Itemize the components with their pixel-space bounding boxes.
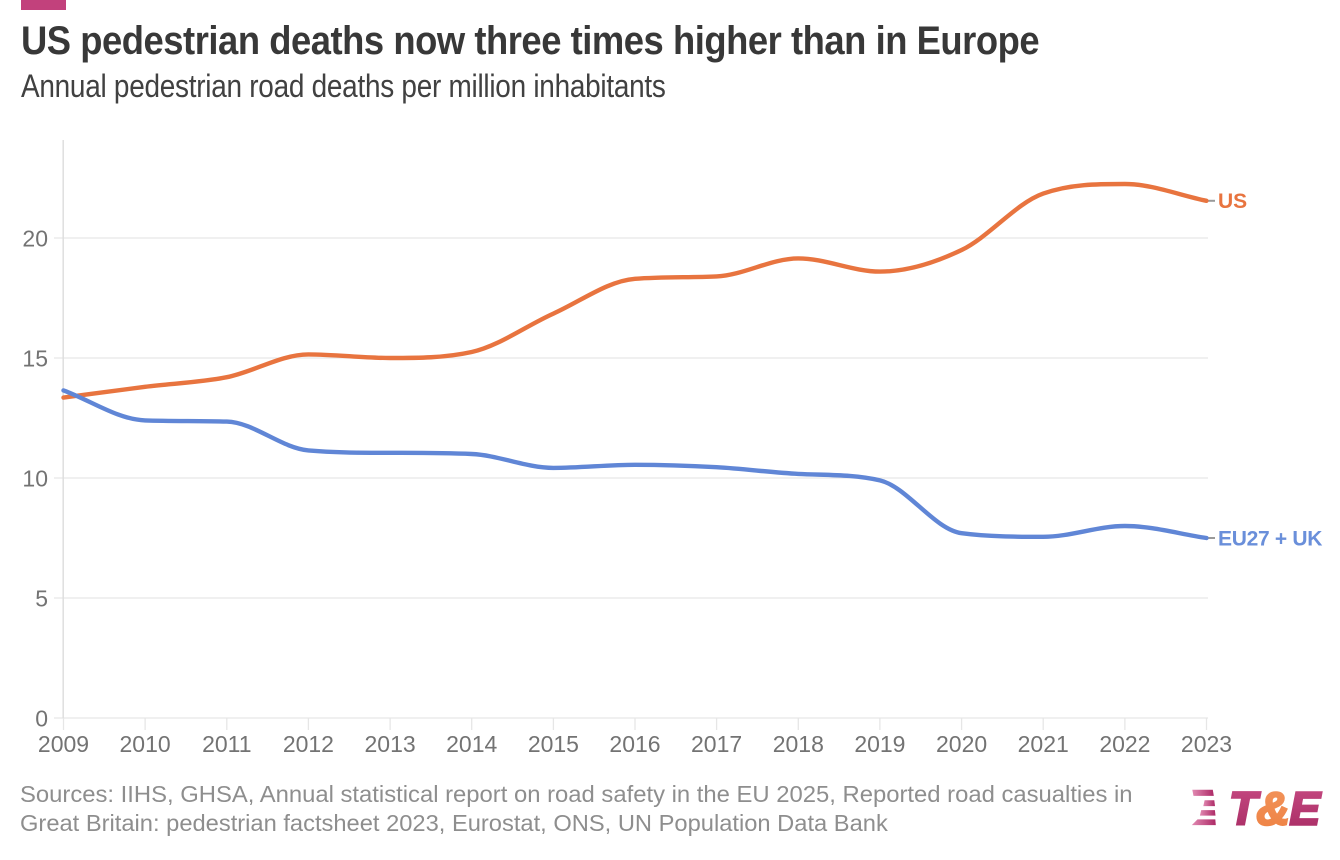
svg-text:2015: 2015: [528, 731, 579, 757]
svg-text:2014: 2014: [446, 731, 497, 757]
svg-text:20: 20: [22, 225, 48, 251]
svg-text:2013: 2013: [365, 731, 416, 757]
svg-text:&: &: [1257, 783, 1290, 835]
svg-text:0: 0: [35, 705, 48, 731]
svg-text:2012: 2012: [283, 731, 334, 757]
svg-text:2009: 2009: [38, 731, 89, 757]
svg-text:2011: 2011: [202, 731, 251, 757]
svg-text:2019: 2019: [854, 731, 905, 757]
svg-text:5: 5: [35, 585, 48, 611]
svg-text:2017: 2017: [691, 731, 742, 757]
svg-text:2018: 2018: [773, 731, 824, 757]
svg-text:US: US: [1218, 190, 1247, 213]
svg-text:2021: 2021: [1018, 731, 1069, 757]
svg-text:EU27 + UK: EU27 + UK: [1218, 528, 1322, 551]
svg-text:15: 15: [22, 345, 48, 371]
svg-text:E: E: [1290, 783, 1322, 835]
svg-text:10: 10: [22, 465, 48, 491]
svg-text:2022: 2022: [1099, 731, 1150, 757]
svg-text:2010: 2010: [120, 731, 171, 757]
svg-text:2016: 2016: [609, 731, 660, 757]
svg-text:T: T: [1229, 783, 1261, 835]
svg-text:2023: 2023: [1181, 731, 1232, 757]
svg-text:2020: 2020: [936, 731, 987, 757]
